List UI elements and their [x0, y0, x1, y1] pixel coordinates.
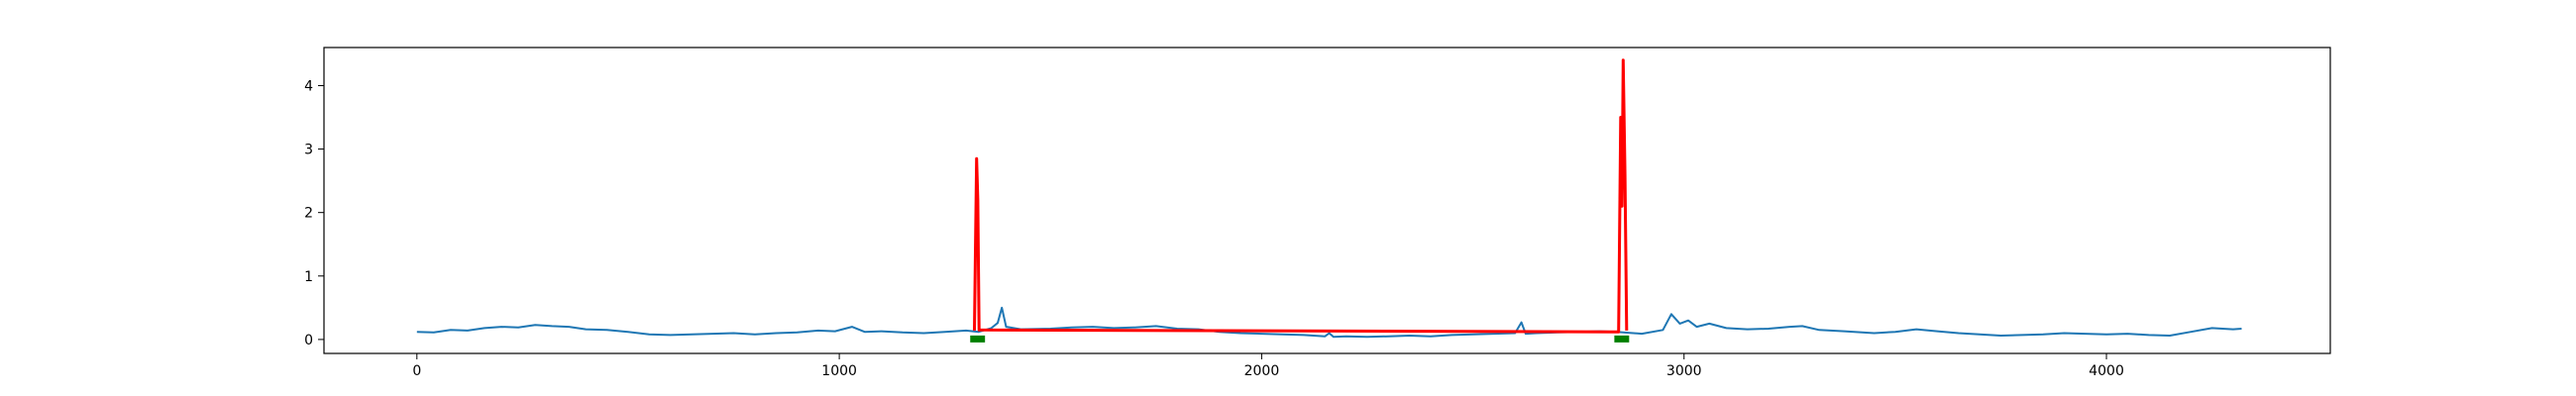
x-tick-label: 4000 [2089, 363, 2124, 379]
data-layer [416, 58, 2242, 343]
signal-line [416, 306, 2242, 339]
y-tick-label: 4 [304, 78, 313, 94]
x-tick-label: 3000 [1666, 363, 1702, 379]
y-tick-label: 3 [304, 143, 313, 158]
axes-frame [323, 47, 2331, 354]
x-tick-label: 1000 [821, 363, 857, 379]
y-tick-label: 2 [304, 206, 313, 222]
anomaly-marker [970, 335, 986, 343]
y-tick-label: 0 [304, 333, 313, 348]
x-tick-label: 0 [412, 363, 421, 379]
anomaly-marker [1614, 335, 1630, 343]
x-tick-label: 2000 [1244, 363, 1280, 379]
anomaly-spike-line [973, 58, 1629, 334]
x-axis: 0 1000 2000 3000 4000 [412, 353, 2124, 379]
y-tick-label: 1 [304, 269, 313, 285]
y-axis: 0 1 2 3 4 [304, 78, 324, 348]
